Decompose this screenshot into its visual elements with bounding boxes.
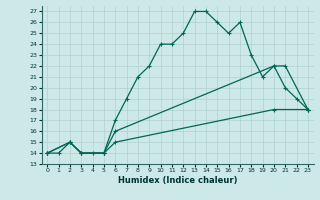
X-axis label: Humidex (Indice chaleur): Humidex (Indice chaleur) bbox=[118, 176, 237, 185]
